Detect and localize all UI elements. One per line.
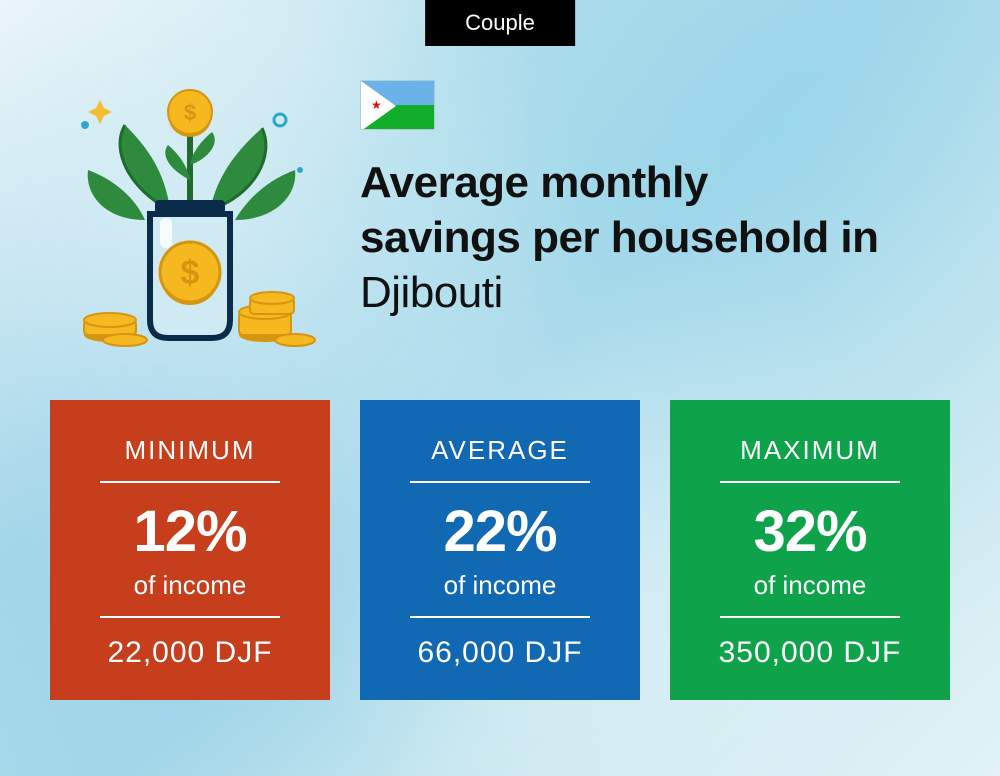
title-line-1: Average monthly xyxy=(360,158,708,207)
average-card: AVERAGE 22% of income 66,000 DJF xyxy=(360,400,640,700)
card-percent: 12% xyxy=(133,498,246,565)
card-amount: 66,000 DJF xyxy=(417,636,582,670)
divider xyxy=(410,481,590,483)
card-subtext: of income xyxy=(134,570,247,601)
djibouti-flag-icon: ★ xyxy=(360,80,435,130)
card-percent: 22% xyxy=(443,498,556,565)
divider xyxy=(410,616,590,618)
card-label: AVERAGE xyxy=(431,435,569,466)
savings-jar-illustration: $ $ xyxy=(50,70,330,350)
divider xyxy=(100,481,280,483)
title-line-2: savings per household in xyxy=(360,213,879,262)
card-percent: 32% xyxy=(753,498,866,565)
divider xyxy=(720,481,900,483)
card-subtext: of income xyxy=(444,570,557,601)
svg-text:$: $ xyxy=(184,100,196,125)
divider xyxy=(100,616,280,618)
title-block: ★ Average monthly savings per household … xyxy=(360,80,879,320)
card-amount: 22,000 DJF xyxy=(107,636,272,670)
divider xyxy=(720,616,900,618)
maximum-card: MAXIMUM 32% of income 350,000 DJF xyxy=(670,400,950,700)
svg-text:$: $ xyxy=(181,254,200,292)
stat-cards: MINIMUM 12% of income 22,000 DJF AVERAGE… xyxy=(0,380,1000,750)
minimum-card: MINIMUM 12% of income 22,000 DJF xyxy=(50,400,330,700)
card-amount: 350,000 DJF xyxy=(719,636,902,670)
card-label: MINIMUM xyxy=(125,435,256,466)
card-label: MAXIMUM xyxy=(740,435,880,466)
header: $ $ ★ xyxy=(0,0,1000,380)
page-title: Average monthly savings per household in… xyxy=(360,155,879,320)
category-badge: Couple xyxy=(425,0,575,46)
country-name: Djibouti xyxy=(360,268,503,317)
card-subtext: of income xyxy=(754,570,867,601)
